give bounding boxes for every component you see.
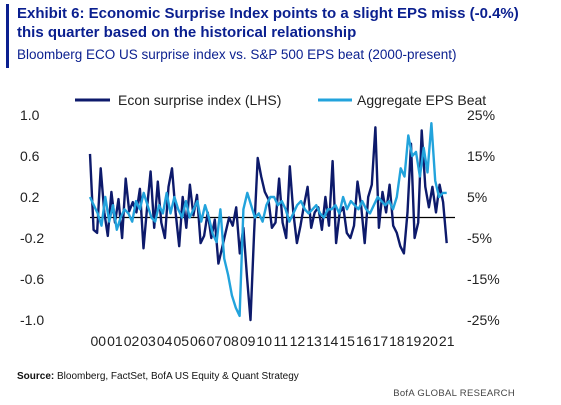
right-tick-label: -15% bbox=[467, 271, 500, 287]
legend-label-econ: Econ surprise index (LHS) bbox=[118, 92, 281, 108]
source-label: Source: bbox=[17, 371, 55, 382]
x-tick-label: 06 bbox=[190, 333, 206, 349]
x-tick-label: 20 bbox=[422, 333, 438, 349]
x-tick-label: 02 bbox=[124, 333, 140, 349]
legend-label-eps: Aggregate EPS Beat bbox=[357, 92, 486, 108]
chart-title: Exhibit 6: Economic Surprise Index point… bbox=[17, 5, 519, 41]
title-accent-bar bbox=[6, 4, 9, 68]
right-tick-label: 15% bbox=[467, 148, 495, 164]
right-tick-label: -5% bbox=[467, 230, 492, 246]
x-tick-label: 21 bbox=[439, 333, 455, 349]
x-tick-label: 16 bbox=[356, 333, 372, 349]
x-tick-label: 15 bbox=[339, 333, 355, 349]
x-tick-label: 04 bbox=[157, 333, 173, 349]
right-tick-label: 5% bbox=[467, 189, 487, 205]
right-tick-label: -25% bbox=[467, 312, 500, 328]
x-tick-label: 07 bbox=[207, 333, 223, 349]
brand-footer: BofA GLOBAL RESEARCH bbox=[393, 388, 515, 399]
left-tick-label: 1.0 bbox=[20, 107, 40, 123]
left-tick-label: -0.6 bbox=[20, 271, 44, 287]
x-tick-label: 01 bbox=[107, 333, 123, 349]
x-tick-label: 00 bbox=[91, 333, 107, 349]
x-tick-label: 08 bbox=[223, 333, 239, 349]
x-tick-label: 14 bbox=[323, 333, 339, 349]
left-tick-label: -0.2 bbox=[20, 230, 44, 246]
econ-series-line bbox=[88, 126, 448, 322]
x-tick-label: 09 bbox=[240, 333, 256, 349]
left-tick-label: 0.2 bbox=[20, 189, 40, 205]
x-tick-label: 18 bbox=[389, 333, 405, 349]
chart-svg: 1.0 0.6 0.2 -0.2 -0.6 -1.0 25% 15% 5% -5% -15% -25%… bbox=[20, 92, 500, 349]
source-note: Source: Bloomberg, FactSet, BofA US Equi… bbox=[17, 371, 299, 382]
x-tick-label: 12 bbox=[290, 333, 306, 349]
x-tick-label: 03 bbox=[140, 333, 156, 349]
right-tick-label: 25% bbox=[467, 107, 495, 123]
left-tick-label: 0.6 bbox=[20, 148, 40, 164]
x-tick-label: 19 bbox=[406, 333, 422, 349]
source-text: Bloomberg, FactSet, BofA US Equity & Qua… bbox=[57, 371, 299, 382]
x-tick-label: 11 bbox=[274, 333, 289, 349]
left-tick-label: -1.0 bbox=[20, 312, 44, 328]
x-tick-label: 10 bbox=[256, 333, 272, 349]
x-tick-label: 13 bbox=[306, 333, 322, 349]
x-tick-label: 05 bbox=[173, 333, 189, 349]
eps-series-line bbox=[88, 121, 447, 318]
x-tick-label: 17 bbox=[373, 333, 389, 349]
chart-subtitle: Bloomberg ECO US surprise index vs. S&P … bbox=[17, 47, 457, 62]
legend: Econ surprise index (LHS) Aggregate EPS … bbox=[75, 92, 486, 108]
